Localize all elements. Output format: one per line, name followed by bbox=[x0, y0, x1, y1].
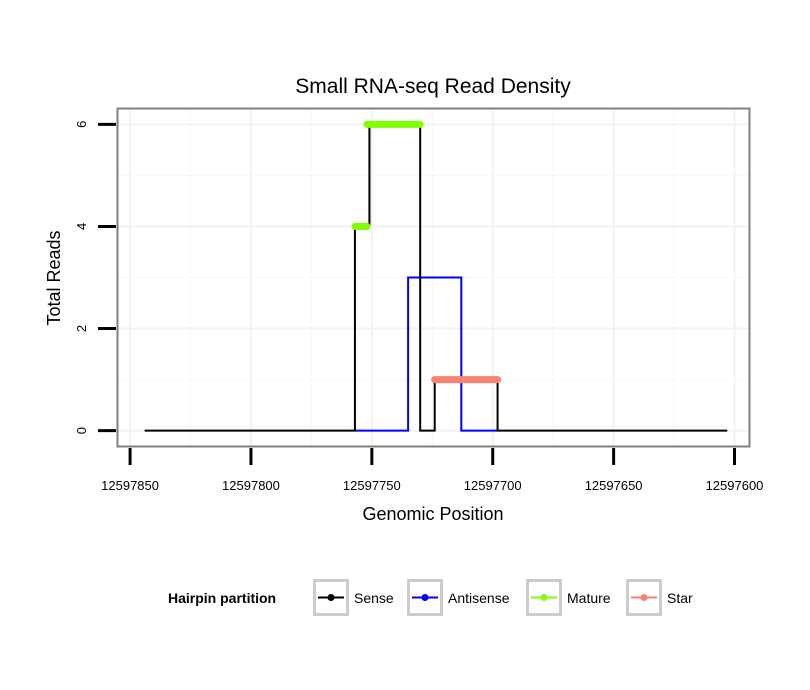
x-tick-label: 12597750 bbox=[343, 478, 401, 493]
x-tick-label: 12597850 bbox=[101, 478, 159, 493]
x-tick-label: 12597600 bbox=[706, 478, 764, 493]
legend-key-point bbox=[421, 594, 429, 601]
y-axis: 0 2 4 6 bbox=[74, 121, 116, 434]
legend: Hairpin partition Sense Antisense Mature St… bbox=[168, 579, 693, 616]
series-line-antisense bbox=[354, 276, 498, 432]
y-tick-label: 2 bbox=[74, 325, 89, 332]
chart-title: Small RNA-seq Read Density bbox=[295, 75, 571, 98]
legend-label: Star bbox=[667, 590, 693, 606]
legend-key-point bbox=[640, 594, 648, 601]
y-tick-label: 6 bbox=[74, 121, 89, 128]
legend-label: Antisense bbox=[448, 590, 510, 606]
legend-label: Mature bbox=[567, 590, 611, 606]
y-tick-label: 4 bbox=[74, 223, 89, 230]
x-axis: 12597850 12597800 12597750 12597700 12597650… bbox=[101, 448, 763, 493]
legend-label: Sense bbox=[354, 590, 394, 606]
legend-key-point bbox=[540, 594, 548, 601]
x-tick-label: 12597650 bbox=[585, 478, 643, 493]
series-layer bbox=[144, 120, 728, 432]
legend-title: Hairpin partition bbox=[168, 590, 276, 606]
x-tick-label: 12597800 bbox=[222, 478, 280, 493]
y-tick-label: 0 bbox=[74, 427, 89, 434]
x-tick-label: 12597700 bbox=[464, 478, 522, 493]
legend-key-point bbox=[327, 594, 335, 601]
plot-panel-border bbox=[116, 107, 751, 448]
x-axis-title: Genomic Position bbox=[362, 504, 503, 524]
y-axis-title: Total Reads bbox=[44, 230, 64, 325]
